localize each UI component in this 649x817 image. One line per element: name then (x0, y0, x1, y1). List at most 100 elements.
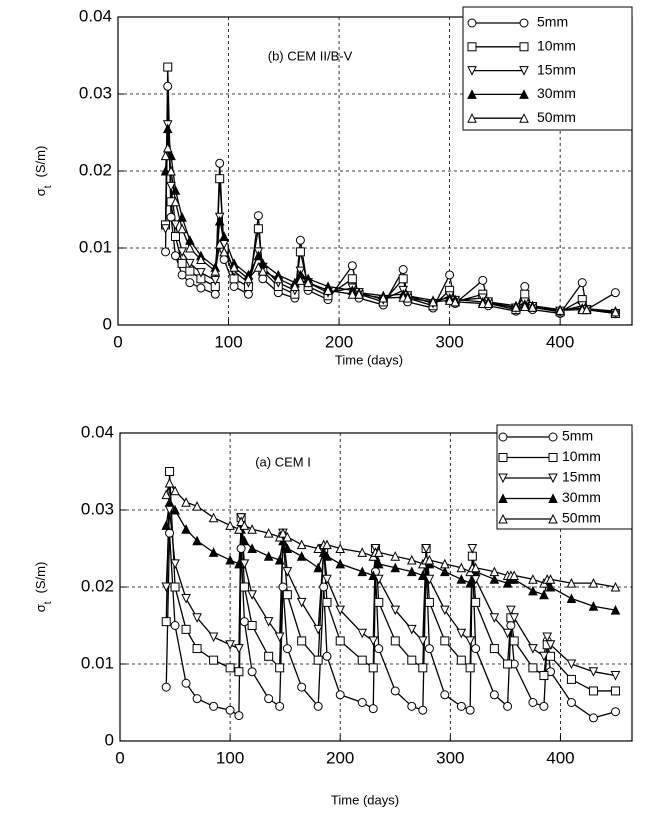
y-axis-label-part: (S/m) (33, 146, 48, 178)
marker (483, 298, 494, 308)
marker (166, 165, 176, 176)
y-tick-label: 0.04 (79, 6, 112, 25)
legend-label: 10mm (562, 448, 601, 464)
marker (502, 628, 513, 639)
marker (322, 551, 332, 561)
marker (498, 432, 508, 442)
marker (209, 701, 219, 711)
marker (498, 453, 508, 462)
series-group (161, 467, 621, 723)
marker (162, 123, 173, 134)
marker (566, 698, 576, 707)
marker (566, 674, 576, 684)
marker (215, 158, 225, 168)
marker (424, 597, 434, 607)
series-group (160, 62, 621, 319)
marker (566, 593, 577, 604)
marker (406, 566, 417, 577)
marker (440, 558, 450, 569)
marker (610, 686, 620, 696)
marker (548, 493, 558, 503)
marker (542, 632, 553, 643)
marker (210, 275, 221, 286)
marker (456, 562, 467, 573)
marker (588, 578, 599, 588)
marker (424, 644, 434, 654)
legend-box (462, 6, 633, 131)
x-tick-label: 200 (326, 748, 354, 767)
marker (234, 711, 244, 721)
marker (528, 644, 538, 654)
marker (170, 231, 180, 241)
marker (162, 142, 173, 153)
marker (274, 632, 285, 643)
marker (465, 663, 475, 673)
marker (357, 698, 367, 707)
marker (177, 258, 187, 268)
legend-label: 30mm (537, 85, 576, 101)
marker (192, 535, 202, 546)
y-axis-label-part: σ (33, 604, 48, 612)
marker (234, 558, 244, 569)
marker (322, 651, 332, 661)
marker (509, 613, 519, 623)
marker (295, 235, 305, 245)
marker (417, 570, 428, 580)
marker (374, 644, 384, 654)
marker (539, 671, 549, 681)
marker (196, 254, 206, 265)
marker (456, 628, 467, 639)
y-axis-label-part: t (43, 601, 54, 604)
marker (225, 520, 235, 530)
marker (418, 663, 428, 673)
marker (539, 651, 549, 662)
marker (440, 690, 450, 700)
legend: 5mm 10mm 15mm 30mm 50mm (496, 424, 633, 530)
marker (527, 302, 538, 312)
marker (467, 18, 477, 28)
annotation: (b) CEM II/B-V (268, 48, 353, 63)
marker (273, 273, 284, 284)
marker (161, 682, 171, 692)
marker (489, 574, 500, 584)
legend-label: 5mm (562, 428, 593, 444)
marker (357, 547, 368, 557)
marker (566, 659, 577, 670)
marker (225, 640, 235, 650)
marker (264, 651, 274, 661)
marker (166, 212, 176, 222)
marker (519, 66, 529, 76)
marker (610, 671, 621, 681)
marker (548, 453, 558, 462)
marker (196, 283, 206, 293)
marker (282, 543, 293, 553)
marker (163, 62, 173, 72)
y-axis-label-part: σ (33, 188, 48, 196)
marker (519, 89, 529, 99)
marker (181, 678, 191, 688)
marker (467, 113, 477, 123)
y-tick-label: 0.01 (79, 237, 112, 256)
marker (296, 597, 307, 608)
marker (489, 613, 500, 623)
marker (390, 551, 401, 561)
marker (519, 18, 529, 28)
legend-label: 50mm (537, 109, 576, 125)
marker (164, 477, 175, 488)
marker (610, 306, 621, 317)
marker (253, 250, 264, 261)
marker (161, 489, 172, 500)
marker (295, 247, 305, 257)
marker (225, 705, 235, 715)
marker (374, 597, 384, 607)
marker (489, 566, 500, 577)
marker (263, 527, 274, 538)
marker (170, 504, 180, 515)
marker (263, 551, 274, 561)
marker (509, 570, 519, 580)
marker (610, 288, 620, 298)
y-axis-label: σt (S/m) (33, 562, 53, 613)
y-tick-label: 0.03 (79, 83, 112, 102)
marker (164, 497, 175, 507)
x-tick-label: 0 (115, 748, 124, 767)
